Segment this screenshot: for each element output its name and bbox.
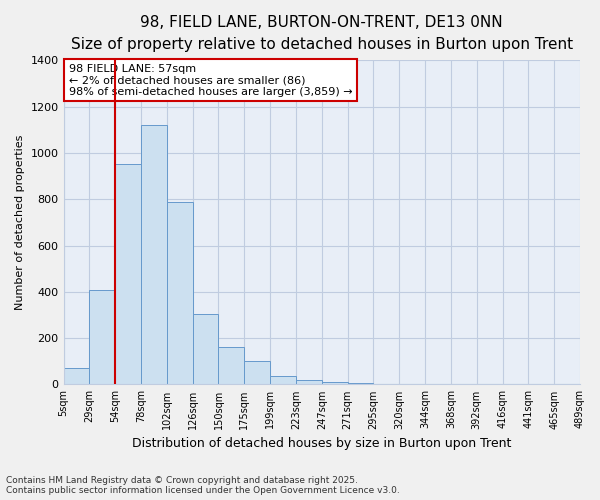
Bar	[64, 368, 89, 384]
X-axis label: Distribution of detached houses by size in Burton upon Trent: Distribution of detached houses by size …	[132, 437, 511, 450]
Bar	[270, 376, 296, 384]
Bar	[167, 202, 193, 384]
Bar	[296, 380, 322, 384]
Bar	[244, 362, 270, 384]
Bar	[218, 348, 244, 385]
Y-axis label: Number of detached properties: Number of detached properties	[15, 134, 25, 310]
Text: 98 FIELD LANE: 57sqm
← 2% of detached houses are smaller (86)
98% of semi-detach: 98 FIELD LANE: 57sqm ← 2% of detached ho…	[69, 64, 352, 97]
Bar	[115, 164, 141, 384]
Bar	[89, 290, 115, 384]
Bar	[141, 125, 167, 384]
Text: Contains HM Land Registry data © Crown copyright and database right 2025.
Contai: Contains HM Land Registry data © Crown c…	[6, 476, 400, 495]
Title: 98, FIELD LANE, BURTON-ON-TRENT, DE13 0NN
Size of property relative to detached : 98, FIELD LANE, BURTON-ON-TRENT, DE13 0N…	[71, 15, 573, 52]
Bar	[193, 314, 218, 384]
Bar	[322, 382, 347, 384]
Bar	[347, 382, 373, 384]
